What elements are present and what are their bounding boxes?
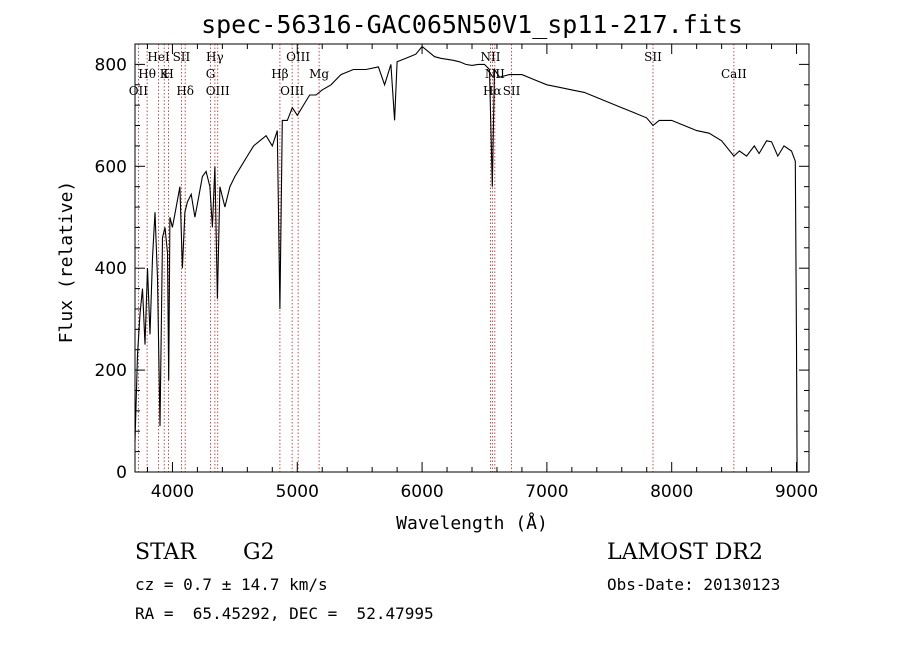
y-tick-label: 0: [116, 463, 127, 483]
y-axis-ticks: 0 200 400 600 800: [95, 55, 809, 483]
marker-label: K: [160, 67, 170, 81]
marker-label: OII: [129, 84, 149, 98]
x-axis-ticks: 4000 5000 6000 7000 8000 9000: [146, 44, 818, 502]
object-class: STAR: [135, 540, 196, 565]
y-tick-label: 800: [95, 55, 127, 75]
y-tick-label: 400: [95, 259, 127, 279]
x-tick-label: 6000: [400, 482, 443, 502]
marker-label: CaII: [721, 67, 747, 81]
marker-label: Hα: [483, 84, 502, 98]
subclass: G2: [243, 540, 275, 565]
redshift-text: cz = 0.7 ± 14.7 km/s: [135, 575, 328, 594]
y-tick-label: 600: [95, 157, 127, 177]
chart-title: spec-56316-GAC065N50V1_sp11-217.fits: [201, 10, 743, 39]
marker-label: OIII: [206, 84, 230, 98]
coordinates: RA = 65.45292, DEC = 52.47995: [135, 604, 434, 623]
line-markers: [137, 44, 735, 472]
survey-name: LAMOST DR2: [607, 540, 763, 565]
spectrum-line: [134, 45, 798, 473]
y-axis-label: Flux (relative): [56, 181, 77, 344]
marker-label: Hδ: [176, 84, 194, 98]
y-tick-label: 200: [95, 361, 127, 381]
marker-label: NII: [485, 67, 505, 81]
marker-label: Hγ: [206, 50, 224, 64]
obs-date: Obs-Date: 20130123: [607, 575, 781, 594]
marker-label: H: [163, 67, 173, 81]
marker-label: SII: [503, 84, 521, 98]
marker-label: OIII: [280, 84, 304, 98]
marker-label: NII: [480, 50, 500, 64]
x-tick-label: 9000: [775, 482, 818, 502]
marker-label: Mg: [309, 67, 329, 81]
marker-label: OIII: [286, 50, 310, 64]
x-tick-label: 8000: [650, 482, 693, 502]
x-tick-label: 4000: [151, 482, 194, 502]
marker-label: SII: [644, 50, 662, 64]
x-tick-label: 7000: [525, 482, 568, 502]
marker-label: HeI: [147, 50, 170, 64]
marker-label: G: [206, 67, 216, 81]
plot-frame: [134, 43, 810, 473]
x-axis-label: Wavelength (Å): [396, 512, 548, 534]
marker-label: Hβ: [271, 67, 288, 81]
marker-label: SII: [173, 50, 191, 64]
marker-label: Hθ: [138, 67, 156, 81]
x-tick-label: 5000: [276, 482, 319, 502]
